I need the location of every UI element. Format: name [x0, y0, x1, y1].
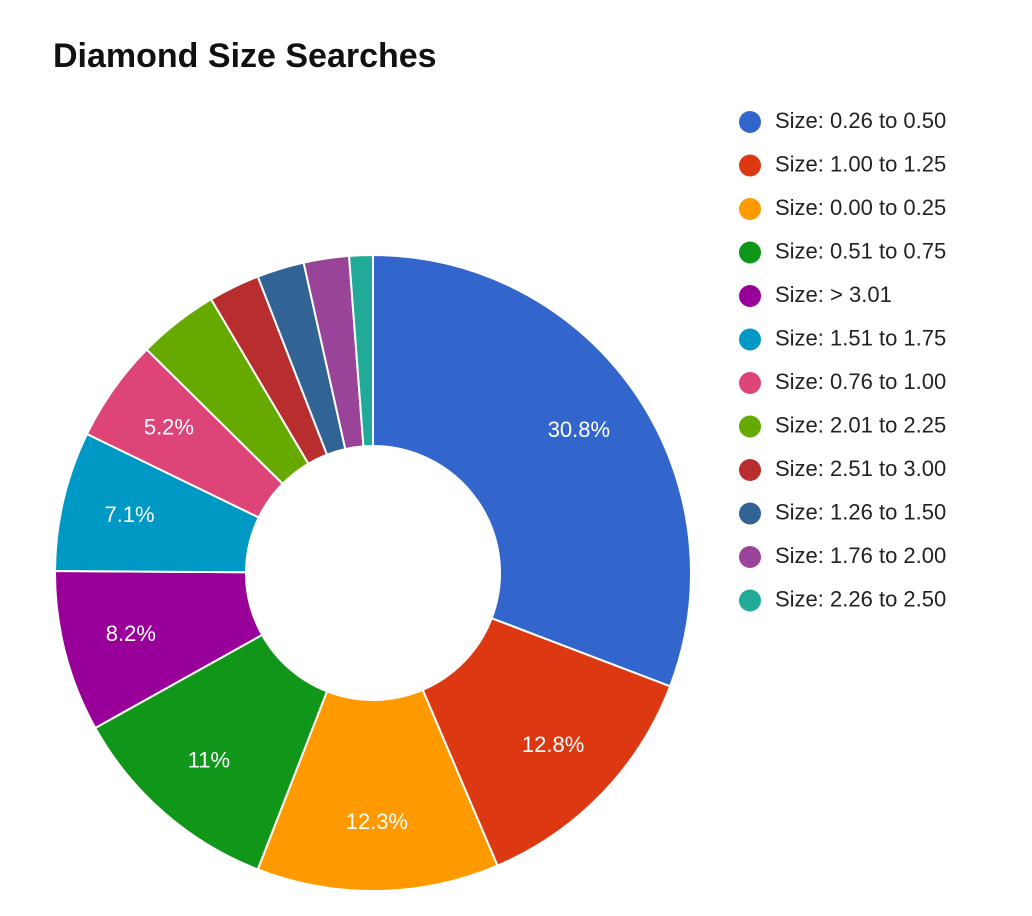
legend-label: Size: 1.76 to 2.00	[775, 543, 946, 568]
data-label: 12.3%	[346, 809, 408, 834]
data-label: 7.1%	[104, 502, 154, 527]
slice	[93, 633, 329, 871]
legend-label: Size: 0.26 to 0.50	[775, 108, 946, 133]
legend-marker	[739, 415, 761, 438]
data-label: 5.2%	[144, 414, 194, 439]
legend-label: Size: 0.76 to 1.00	[775, 369, 946, 394]
legend-label: Size: 2.51 to 3.00	[775, 456, 946, 481]
slice	[347, 253, 374, 448]
slice	[372, 253, 692, 688]
legend-marker	[739, 241, 761, 264]
legend-label: Size: > 3.01	[775, 282, 892, 307]
legend-marker	[739, 459, 761, 481]
slice	[256, 688, 499, 892]
legend-label: Size: 0.51 to 0.75	[775, 238, 946, 263]
slice	[421, 616, 672, 867]
legend-marker	[739, 502, 761, 525]
legend-marker	[739, 198, 761, 220]
legend-marker	[739, 372, 761, 394]
legend-marker	[739, 111, 761, 133]
legend-label: Size: 2.01 to 2.25	[775, 412, 946, 437]
legend-label: Size: 1.00 to 1.25	[775, 151, 946, 176]
legend-marker	[739, 154, 761, 177]
slice	[54, 569, 264, 730]
legend-marker	[739, 285, 761, 307]
legend-marker	[739, 546, 761, 568]
data-label: 8.2%	[106, 621, 156, 646]
legend-label: Size: 1.51 to 1.75	[775, 325, 946, 350]
legend-marker	[739, 328, 761, 351]
legend-label: Size: 1.26 to 1.50	[775, 499, 946, 524]
legend-label: Size: 2.26 to 2.50	[775, 586, 946, 611]
data-label: 30.8%	[548, 417, 610, 442]
legend-label: Size: 0.00 to 0.25	[775, 195, 946, 220]
data-label: 12.8%	[522, 732, 584, 757]
data-label: 11%	[188, 747, 230, 772]
chart-title: Diamond Size Searches	[53, 37, 437, 75]
legend-marker	[739, 589, 761, 612]
